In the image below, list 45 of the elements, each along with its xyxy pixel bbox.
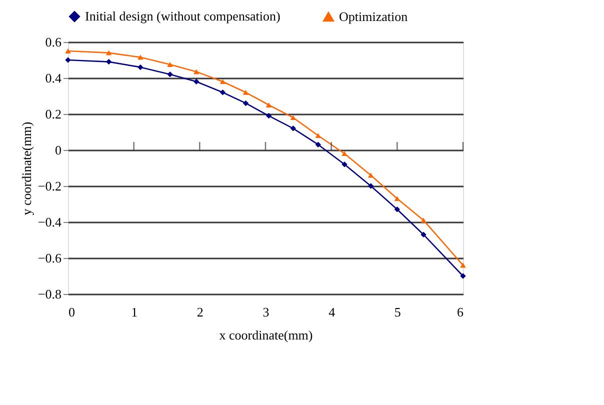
point bbox=[220, 79, 226, 84]
point bbox=[420, 218, 426, 223]
point bbox=[65, 48, 71, 54]
y-tick-label: −0.8 bbox=[38, 286, 62, 302]
x-tick-label: 4 bbox=[328, 304, 336, 320]
y-tick-label: −0.2 bbox=[38, 178, 62, 194]
point bbox=[65, 57, 71, 63]
point bbox=[167, 72, 173, 78]
point bbox=[420, 232, 426, 238]
y-tick-label: 0.6 bbox=[45, 34, 62, 50]
point bbox=[266, 102, 272, 108]
point bbox=[368, 183, 374, 189]
point bbox=[106, 59, 112, 65]
point bbox=[315, 142, 321, 148]
x-tick-label: 0 bbox=[68, 304, 75, 320]
point bbox=[460, 262, 466, 268]
y-axis-title: y coordinate(mm) bbox=[18, 122, 34, 216]
point bbox=[167, 62, 173, 67]
legend-label: Optimization bbox=[339, 8, 408, 24]
y-tick-label: −0.6 bbox=[38, 250, 62, 266]
point bbox=[243, 100, 248, 106]
point bbox=[394, 206, 400, 212]
point bbox=[460, 273, 466, 279]
x-tick-label: 5 bbox=[394, 304, 401, 320]
x-tick-label: 3 bbox=[262, 304, 270, 320]
point bbox=[290, 126, 296, 132]
x-tick-label: 6 bbox=[457, 304, 464, 320]
y-tick-label: −0.4 bbox=[38, 214, 62, 230]
point bbox=[194, 78, 200, 84]
point bbox=[220, 90, 226, 96]
point bbox=[342, 162, 348, 168]
point bbox=[106, 50, 112, 56]
point bbox=[342, 151, 348, 156]
y-tick-label: 0 bbox=[55, 142, 62, 158]
point bbox=[138, 54, 144, 60]
x-tick-label: 1 bbox=[131, 304, 138, 320]
y-tick-label: 0.2 bbox=[45, 106, 62, 122]
point bbox=[194, 69, 200, 74]
point bbox=[266, 113, 272, 119]
y-tick-label: 0.4 bbox=[45, 70, 62, 86]
x-axis-title: x coordinate(mm) bbox=[219, 328, 313, 342]
x-tick-label: 2 bbox=[196, 304, 204, 320]
point bbox=[243, 90, 248, 95]
point bbox=[138, 64, 144, 70]
legend-label: Initial design (without compensation) bbox=[85, 8, 280, 24]
